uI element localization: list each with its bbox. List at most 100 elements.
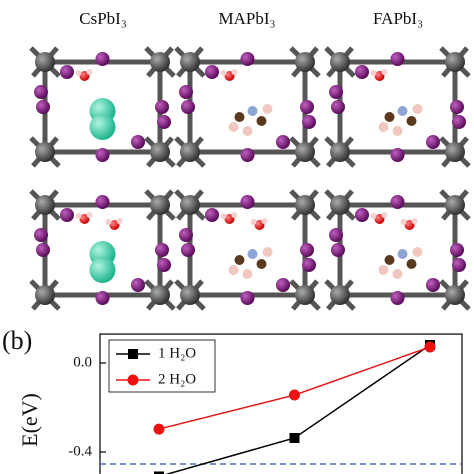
i-atom (131, 135, 145, 149)
i-atom (95, 52, 110, 66)
i-atom (300, 243, 314, 257)
molecule-atom (378, 265, 389, 275)
molecule-atom (242, 269, 253, 279)
i-atom (390, 52, 405, 66)
y-tick-label: -0.4 (68, 443, 92, 459)
structures (29, 46, 471, 311)
molecule-atom (228, 265, 239, 275)
h-atom (231, 69, 238, 75)
molecule-atom (247, 249, 258, 259)
i-atom (155, 100, 169, 114)
molecule-atom (262, 104, 273, 114)
legend-box (108, 339, 216, 393)
molecule-atom (406, 116, 417, 126)
molecule-atom (234, 255, 245, 265)
i-atom (205, 65, 219, 79)
pb-atom (445, 52, 465, 72)
i-atom (181, 243, 195, 257)
legend-marker (127, 374, 139, 386)
h-atom (381, 69, 388, 75)
pb-atom (180, 52, 200, 72)
i-atom (276, 135, 290, 149)
pb-atom (35, 52, 55, 72)
h-atom (116, 218, 123, 224)
i-atom (131, 278, 145, 292)
molecule-atom (384, 255, 395, 265)
molecule-atom (397, 106, 408, 116)
i-atom (240, 291, 255, 305)
pb-atom (295, 52, 315, 72)
molecule-atom (256, 116, 267, 126)
point (153, 423, 165, 435)
pb-atom (295, 142, 315, 162)
h-atom (400, 219, 407, 225)
legend-marker (128, 349, 138, 359)
cs-atom (89, 257, 116, 283)
plot-frame (99, 333, 463, 474)
molecule-atom (378, 122, 389, 132)
i-atom (181, 100, 195, 114)
i-atom (95, 195, 110, 209)
i-atom (300, 100, 314, 114)
y-axis-label: E(eV) (17, 393, 42, 447)
molecule-atom (256, 259, 267, 269)
i-atom (95, 148, 110, 162)
y-tick-label: 0.0 (73, 354, 92, 370)
i-atom (240, 148, 255, 162)
pb-atom (35, 142, 55, 162)
i-atom (390, 148, 405, 162)
i-atom (329, 85, 343, 99)
point (154, 471, 164, 474)
i-atom (450, 243, 464, 257)
pb-atom (150, 195, 170, 215)
legend-label: 1 H₂O (158, 345, 196, 361)
h-atom (411, 218, 418, 224)
molecule-atom (228, 122, 239, 132)
point (424, 341, 436, 353)
structure-label: CsPbI₃ (79, 9, 127, 28)
structure-label: FAPbI₃ (373, 9, 423, 28)
i-atom (179, 228, 193, 242)
pb-atom (330, 52, 350, 72)
molecule-atom (406, 259, 417, 269)
i-atom (36, 100, 50, 114)
series-line (164, 344, 431, 474)
i-atom (331, 100, 345, 114)
pb-atom (180, 285, 200, 305)
i-atom (60, 208, 74, 222)
i-atom (302, 115, 316, 129)
h-atom (75, 70, 82, 76)
pb-atom (295, 195, 315, 215)
i-atom (450, 100, 464, 114)
i-atom (240, 195, 255, 209)
molecule-atom (397, 249, 408, 259)
h-atom (86, 212, 93, 218)
cs-atom (89, 114, 116, 140)
h-atom (105, 219, 112, 225)
h-atom (370, 213, 377, 219)
i-atom (452, 115, 466, 129)
molecule-atom (262, 247, 273, 257)
molecule-atom (242, 126, 253, 136)
molecule-atom (384, 112, 395, 122)
i-atom (276, 278, 290, 292)
molecule-atom (247, 106, 258, 116)
pb-atom (445, 142, 465, 162)
pb-atom (445, 285, 465, 305)
i-atom (60, 65, 74, 79)
h-atom (220, 70, 227, 76)
i-atom (355, 65, 369, 79)
i-atom (95, 291, 110, 305)
pb-atom (35, 285, 55, 305)
i-atom (157, 258, 171, 272)
legend-label: 2 H₂O (158, 371, 196, 387)
i-atom (205, 208, 219, 222)
h-atom (75, 213, 82, 219)
pb-atom (295, 285, 315, 305)
i-atom (331, 243, 345, 257)
pb-atom (150, 142, 170, 162)
i-atom (34, 228, 48, 242)
i-atom (302, 258, 316, 272)
pb-atom (330, 142, 350, 162)
pb-atom (35, 195, 55, 215)
